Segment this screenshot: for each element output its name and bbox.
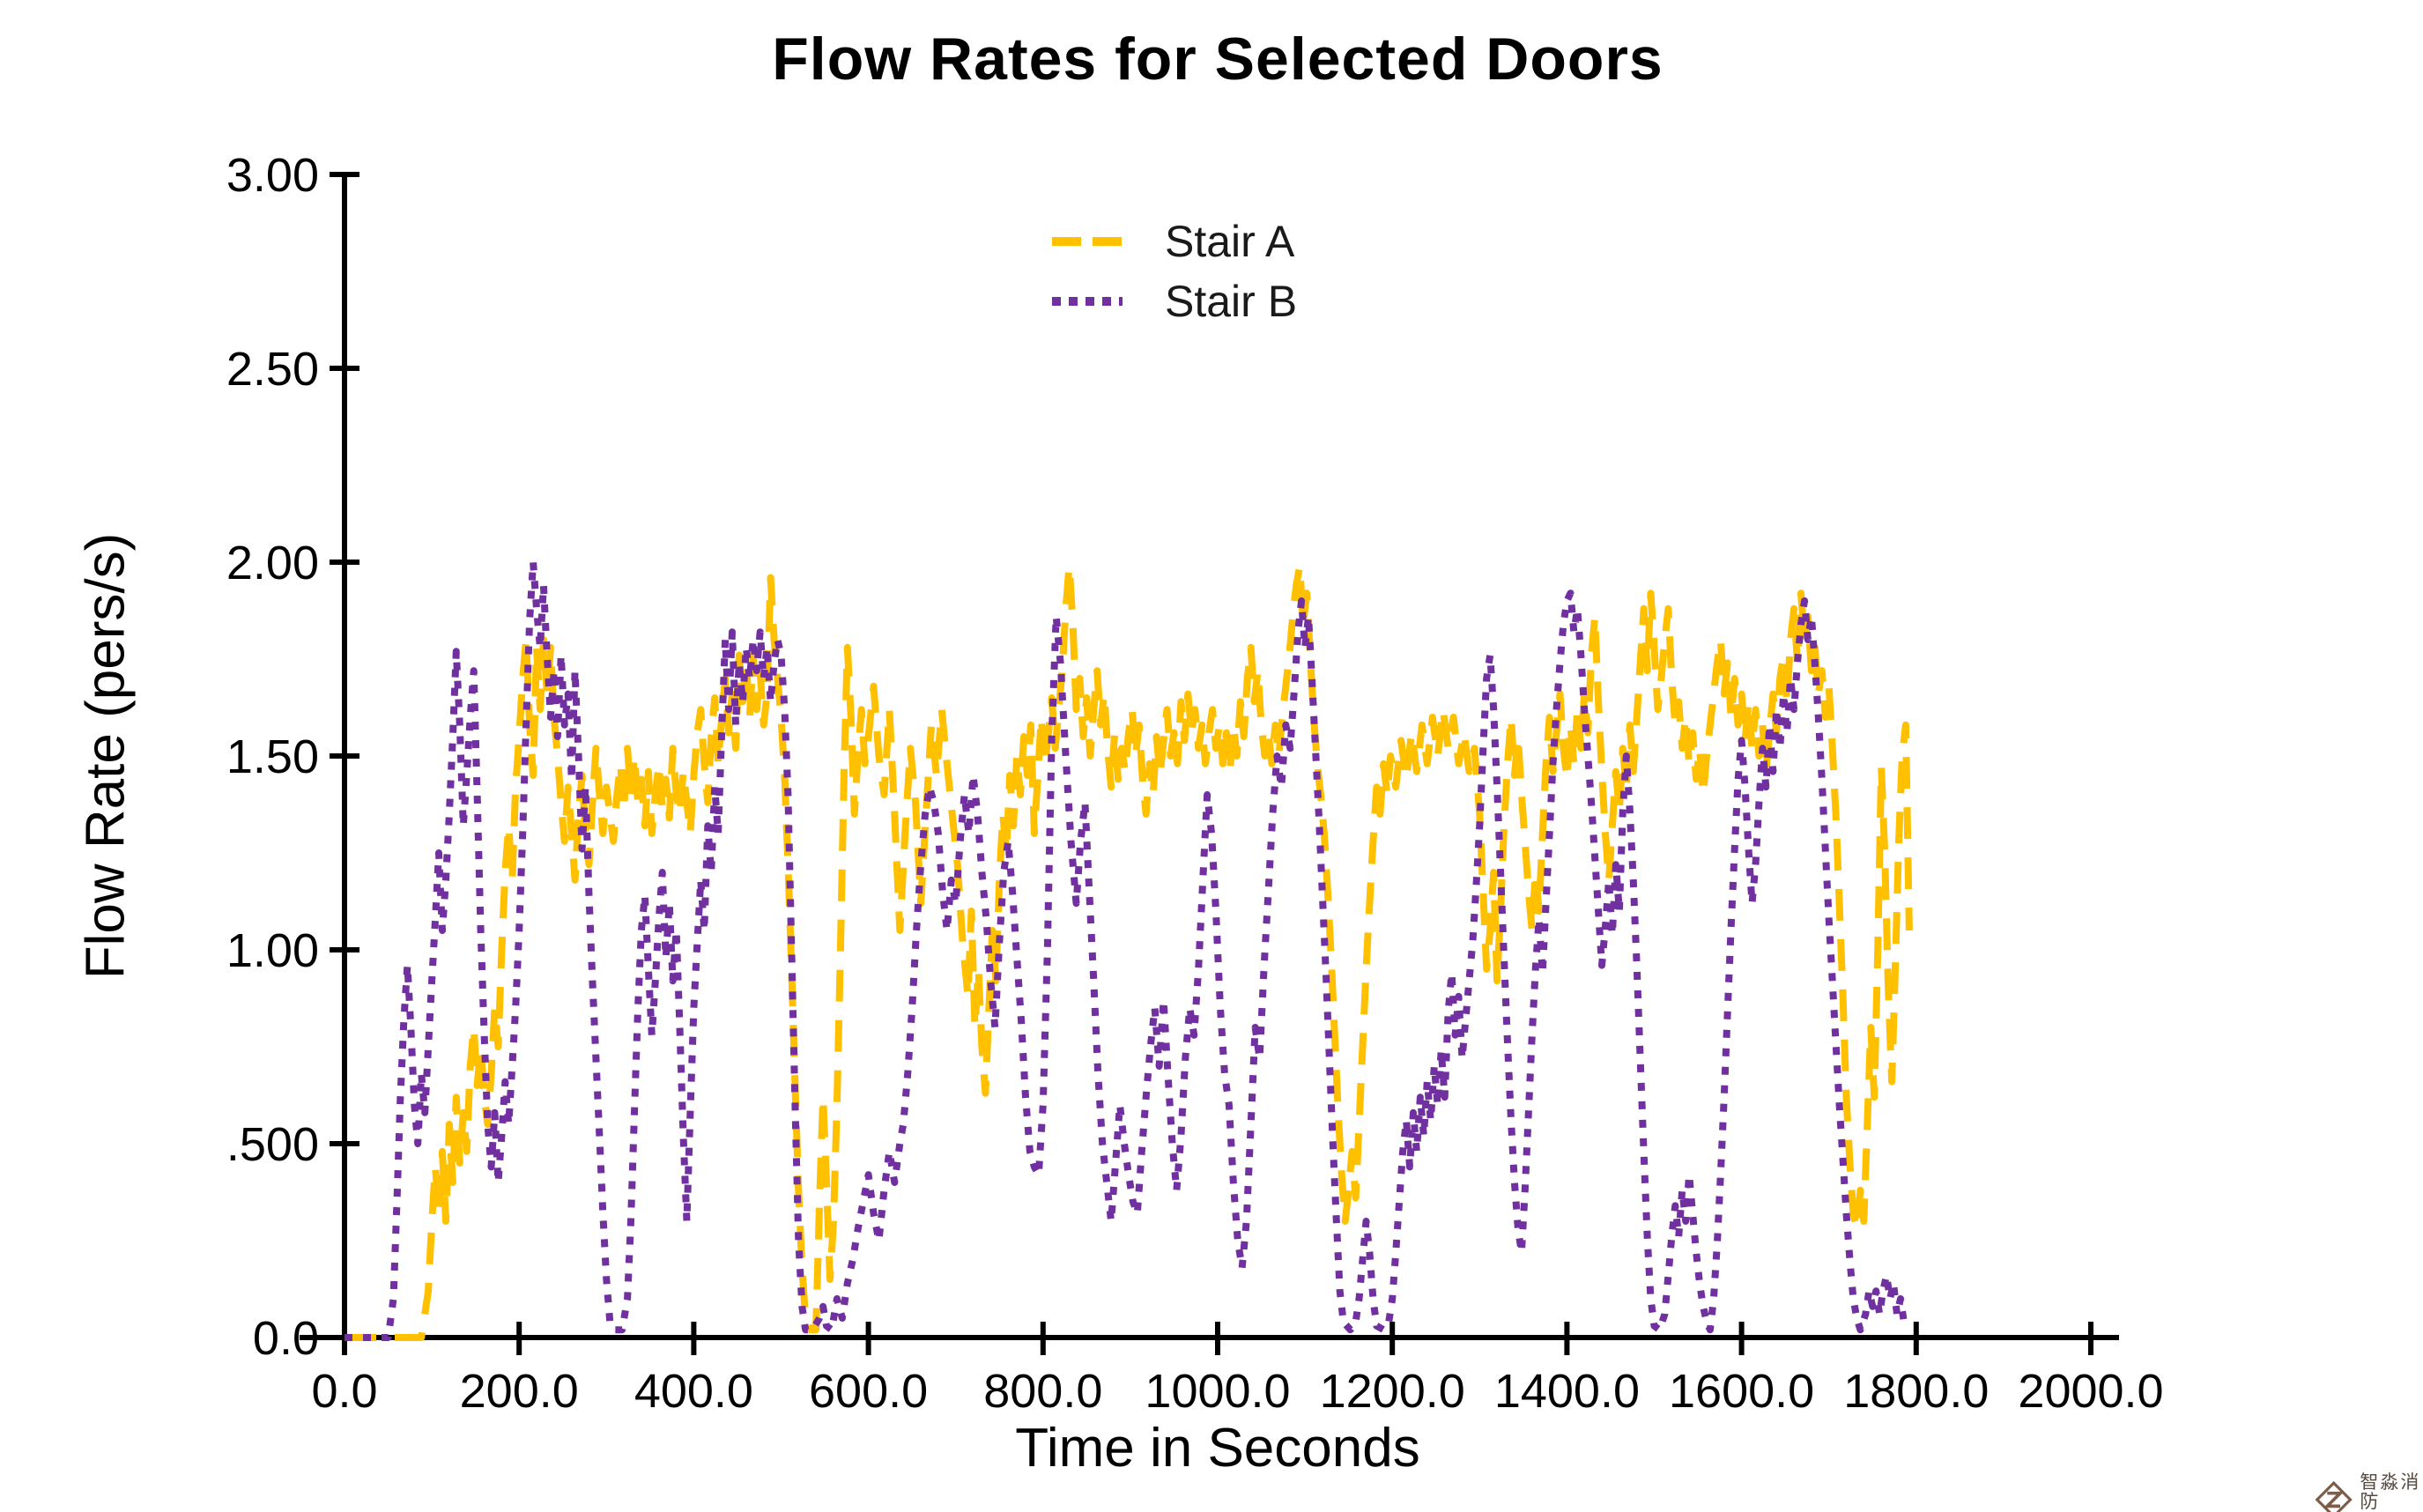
legend: Stair A Stair B bbox=[1050, 211, 1297, 331]
watermark: 智淼消防 zmjaxf.com bbox=[2314, 1472, 2423, 1512]
legend-label-stair-a: Stair A bbox=[1165, 217, 1295, 266]
x-tick-label: 1200.0 bbox=[1320, 1365, 1465, 1418]
x-tick-label: 600.0 bbox=[809, 1365, 928, 1418]
zhimiao-logo-icon bbox=[2315, 1480, 2353, 1512]
x-axis: 0.0 200.0 400.0 600.0 800.0 1000.0 1200.0 1400.… bbox=[300, 1322, 2164, 1418]
x-tick-label: 2000.0 bbox=[2018, 1365, 2163, 1418]
stair-a-line-sample-icon bbox=[1052, 237, 1123, 246]
x-tick-label: 800.0 bbox=[983, 1365, 1102, 1418]
stair-b-line-sample-icon bbox=[1052, 297, 1123, 306]
y-tick-label: 3.00 bbox=[226, 149, 319, 202]
x-tick-label: 0.0 bbox=[311, 1365, 377, 1418]
y-tick-label: 2.50 bbox=[226, 343, 319, 396]
legend-item-stair-a: Stair A bbox=[1050, 211, 1297, 271]
legend-label-stair-b: Stair B bbox=[1165, 277, 1298, 326]
y-axis-title: Flow Rate (pers/s) bbox=[75, 532, 137, 980]
x-axis-title: Time in Seconds bbox=[1015, 1418, 1420, 1479]
y-tick-label: .500 bbox=[226, 1118, 319, 1171]
y-tick-label: 2.00 bbox=[226, 537, 319, 589]
x-tick-label: 200.0 bbox=[460, 1365, 579, 1418]
x-tick-label: 400.0 bbox=[634, 1365, 753, 1418]
legend-item-stair-b: Stair B bbox=[1050, 271, 1297, 331]
watermark-text: 智淼消防 zmjaxf.com bbox=[2360, 1472, 2423, 1512]
y-tick-label: 1.00 bbox=[226, 924, 319, 977]
series-stair-b bbox=[345, 559, 1908, 1341]
chart-title: Flow Rates for Selected Doors bbox=[772, 26, 1663, 93]
x-tick-label: 1000.0 bbox=[1145, 1365, 1290, 1418]
x-tick-label: 1400.0 bbox=[1494, 1365, 1640, 1418]
x-tick-label: 1800.0 bbox=[1843, 1365, 1989, 1418]
watermark-brand: 智淼消防 bbox=[2360, 1472, 2421, 1512]
series-stair-a bbox=[345, 562, 1913, 1341]
x-tick-label: 1600.0 bbox=[1669, 1365, 1814, 1418]
y-tick-label: 1.50 bbox=[226, 730, 319, 783]
y-axis: 0.0 .500 1.00 1.50 2.00 2.50 3.00 bbox=[226, 149, 359, 1365]
y-tick-label: 0.0 bbox=[253, 1312, 319, 1365]
